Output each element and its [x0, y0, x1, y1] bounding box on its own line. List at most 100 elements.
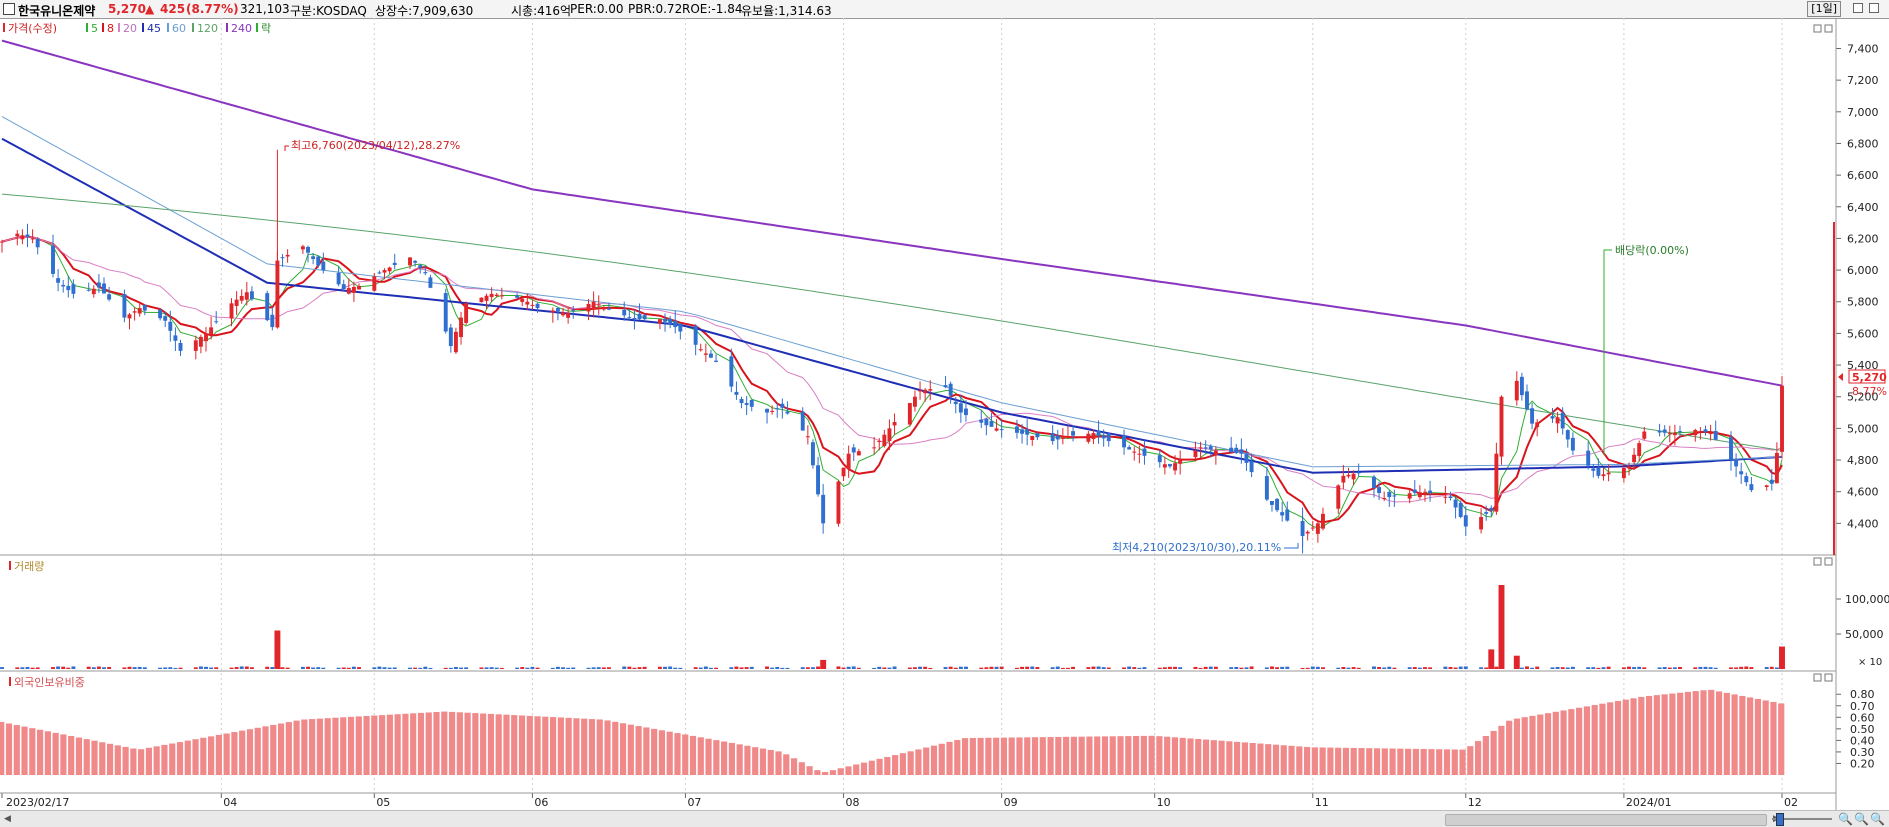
scroll-thumb[interactable] [1445, 814, 1767, 826]
foreign-ratio-bar [1715, 691, 1723, 775]
volume-bar [953, 667, 958, 669]
candle-body [601, 307, 606, 310]
candle-body [178, 342, 183, 351]
date-tick-label: 06 [534, 796, 548, 809]
foreign-ratio-bar [52, 732, 59, 775]
zoom-out-icon[interactable]: 🔍 [1838, 812, 1853, 826]
pane-close-icon[interactable] [1824, 24, 1833, 33]
foreign-ratio-bar [705, 738, 712, 775]
foreign-ratio-bar [36, 729, 44, 775]
foreign-ratio-bar [977, 737, 984, 775]
foreign-ratio-bar [1063, 736, 1070, 775]
candle-body [249, 291, 254, 300]
foreign-ratio-bar [1645, 695, 1653, 775]
foreign-ratio-bar [581, 718, 588, 775]
minimize-icon[interactable] [1853, 3, 1863, 13]
candle-body [923, 389, 928, 394]
candle-body [1637, 443, 1642, 457]
foreign-ratio-bar [1669, 693, 1676, 775]
zoom-slider[interactable] [1772, 818, 1832, 820]
candle-body [1428, 490, 1433, 493]
scroll-left-icon[interactable]: ◀ [4, 814, 11, 824]
foreign-ratio-bar [1739, 695, 1746, 775]
ma120-line [1, 193, 1783, 451]
foreign-ratio-bar [814, 770, 821, 775]
checkbox-icon[interactable] [3, 3, 15, 15]
ma45-line [1, 137, 1783, 474]
candle-body [1014, 426, 1019, 433]
foreign-ratio-bar [907, 751, 914, 775]
foreign-ratio-bar [1482, 735, 1489, 775]
foreign-tick-label: 0.20 [1850, 757, 1875, 770]
candle-body [1443, 496, 1448, 498]
period-button[interactable]: [1일] [1807, 1, 1841, 17]
foreign-ratio-bar [1770, 701, 1777, 775]
candle-body [734, 391, 739, 395]
candle-body [632, 317, 637, 320]
legend-ma8: 8 [107, 22, 114, 35]
candle-body [1764, 485, 1769, 487]
volume-bar [270, 667, 275, 669]
volume-bar [1586, 667, 1591, 669]
volume-bar [596, 667, 601, 669]
pane-minimize-icon[interactable] [1813, 24, 1822, 33]
horizontal-scrollbar[interactable]: ◀ ▶ 🔍 🔍 🔍 [0, 810, 1889, 827]
volume-bar [1060, 667, 1065, 669]
close-icon[interactable] [1869, 3, 1879, 13]
foreign-ratio-bar [301, 719, 308, 775]
volume-pane-minimize-icon[interactable] [1813, 557, 1822, 566]
candle-body [1749, 484, 1754, 491]
volume-spike-bar [1779, 646, 1785, 669]
volume-bar [714, 667, 718, 669]
price-tick-label: 6,200 [1847, 232, 1879, 245]
volume-bar [994, 666, 999, 669]
volume-bar [912, 667, 917, 669]
volume-bar [530, 666, 535, 669]
volume-bar [810, 667, 815, 669]
candle-body [530, 304, 535, 306]
foreign-pane-close-icon[interactable] [1824, 673, 1833, 682]
foreign-ratio-bar [1078, 736, 1085, 775]
zoom-in-icon[interactable]: 🔍 [1854, 812, 1869, 826]
volume-bar [1239, 667, 1244, 669]
candle-body [550, 310, 555, 313]
foreign-label: 외국인보유비중 [14, 676, 85, 689]
foreign-ratio-bar [285, 722, 292, 775]
zoom-slider-handle[interactable] [1776, 813, 1784, 826]
volume-bar [1310, 666, 1315, 669]
volume-bar [877, 666, 882, 669]
foreign-ratio-bar [573, 718, 580, 775]
candle-body [622, 309, 627, 316]
foreign-ratio-bar [1700, 690, 1707, 775]
volume-bar [499, 667, 504, 669]
zoom-reset-icon[interactable]: 🔍 [1870, 812, 1885, 826]
foreign-ratio-bar [635, 726, 642, 775]
candle-body [1193, 450, 1198, 458]
legend-ma5: 5 [91, 22, 98, 35]
volume-bar [1417, 667, 1422, 669]
price-tick-label: 5,800 [1847, 296, 1879, 309]
candle-body [714, 360, 718, 362]
volume-pane-close-icon[interactable] [1824, 557, 1833, 566]
foreign-ratio-bar [153, 746, 160, 775]
candle-body [668, 318, 673, 325]
legend-ma60: 60 [172, 22, 186, 35]
candle-body [877, 441, 882, 443]
candle-body [1264, 476, 1269, 500]
candle-body [1642, 431, 1647, 439]
foreign-ratio-bar [1677, 692, 1684, 775]
foreign-ratio-bar [1436, 749, 1443, 775]
stock-chart[interactable]: 7,400 7,200 7,000 6,800 6,600 6,400 6,200 6,000… [0, 18, 1889, 810]
candle-body [805, 436, 810, 438]
foreign-pane-minimize-icon[interactable] [1813, 673, 1822, 682]
foreign-ratio-bar [1778, 703, 1785, 775]
volume-bar [1764, 667, 1769, 669]
date-tick-label: 02 [1784, 796, 1798, 809]
foreign-ratio-bar [1265, 744, 1272, 775]
ma8-line [1, 235, 1783, 524]
volume-bar [1596, 667, 1601, 669]
volume-bar [346, 667, 351, 669]
candle-body [1025, 429, 1030, 435]
volume-bar [805, 667, 810, 669]
candle-body [479, 297, 484, 303]
